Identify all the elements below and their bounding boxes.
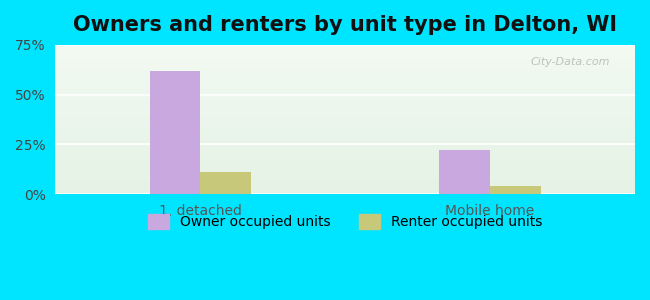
Bar [200, 172, 251, 194]
Bar [150, 71, 200, 194]
Bar [439, 150, 490, 194]
Bar [490, 186, 541, 194]
Bar [490, 186, 541, 194]
Text: City-Data.com: City-Data.com [530, 57, 610, 67]
Bar [150, 71, 200, 194]
Legend: Owner occupied units, Renter occupied units: Owner occupied units, Renter occupied un… [143, 209, 547, 235]
Bar [439, 150, 490, 194]
Bar [200, 172, 251, 194]
Title: Owners and renters by unit type in Delton, WI: Owners and renters by unit type in Delto… [73, 15, 617, 35]
